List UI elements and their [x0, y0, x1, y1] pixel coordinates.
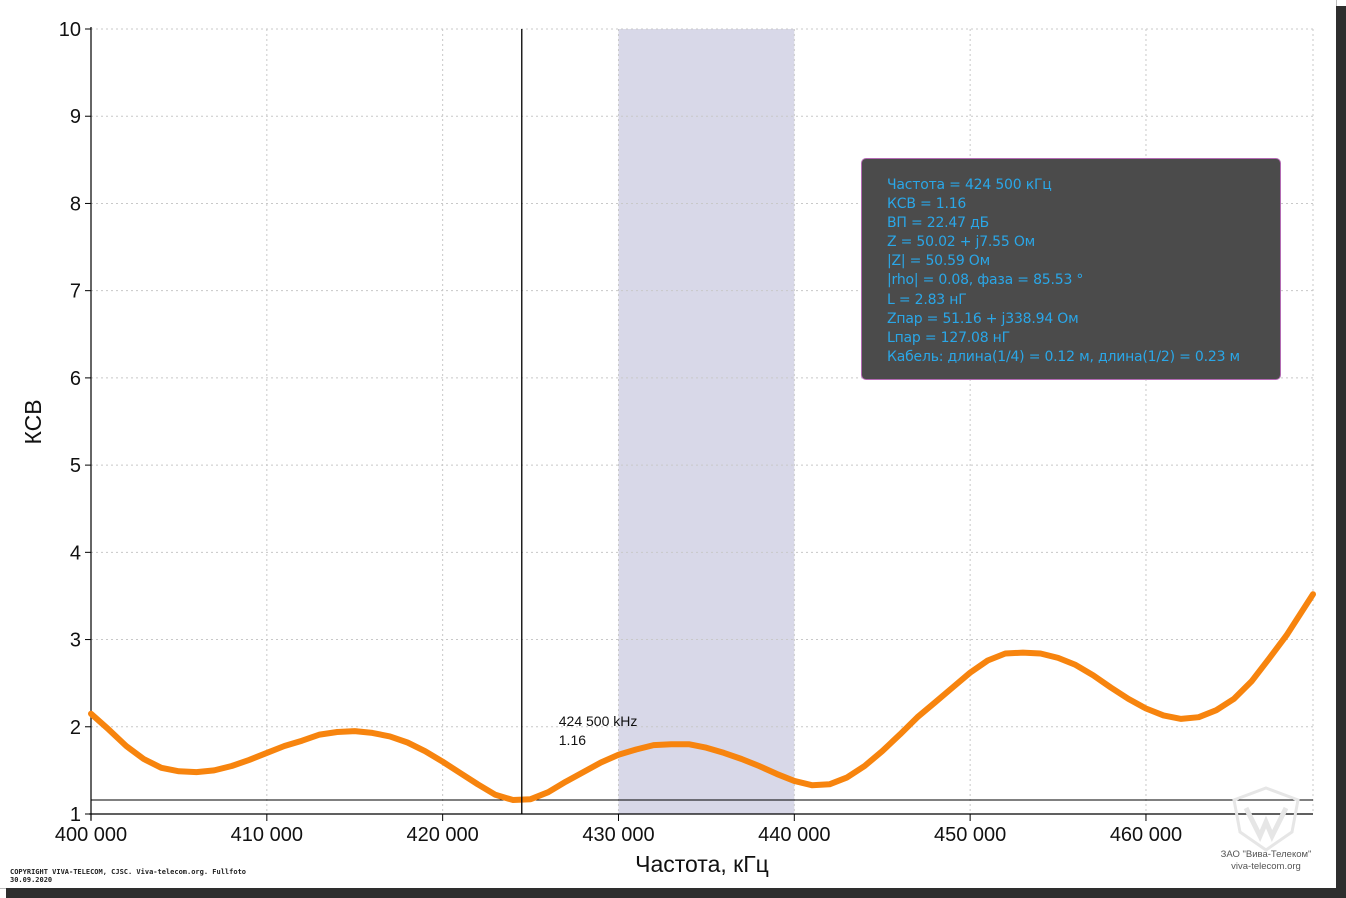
x-axis-title: Частота, кГц [635, 851, 769, 877]
y-tick-label: 1 [70, 804, 81, 826]
info-return-loss: ВП = 22.47 дБ [887, 215, 989, 232]
info-parallel-impedance: Zпар = 51.16 + j338.94 Ом [887, 310, 1079, 327]
copyright-notice: COPYRIGHT VIVA-TELECOM, CJSC. Viva-telec… [10, 868, 246, 884]
copyright-line-1: COPYRIGHT VIVA-TELECOM, CJSC. Viva-telec… [10, 868, 247, 876]
x-tick-label: 420 000 [407, 824, 479, 846]
x-tick-label: 410 000 [231, 824, 303, 846]
y-axis-title: КСВ [20, 399, 46, 444]
info-reflection: |rho| = 0.08, фаза = 85.53 ° [887, 272, 1084, 289]
y-tick-label: 3 [70, 630, 81, 652]
x-tick-label: 440 000 [758, 824, 830, 846]
info-parallel-inductance: Lпар = 127.08 нГ [887, 329, 1010, 346]
y-tick-label: 5 [70, 455, 81, 477]
y-tick-label: 8 [70, 193, 81, 215]
measurement-info-panel: Частота = 424 500 кГц КСВ = 1.16 ВП = 22… [861, 158, 1281, 380]
y-tick-label: 10 [59, 19, 81, 41]
y-tick-label: 7 [70, 281, 81, 303]
watermark-logo [1232, 786, 1300, 852]
page-shadow-bottom [6, 888, 1346, 898]
watermark-site: viva-telecom.org [1231, 861, 1301, 872]
x-tick-label: 460 000 [1110, 824, 1182, 846]
y-tick-label: 2 [70, 717, 81, 739]
y-tick-label: 9 [70, 106, 81, 128]
cursor-label-frequency: 424 500 kHz [559, 713, 638, 729]
info-impedance: Z = 50.02 + j7.55 Ом [887, 234, 1036, 251]
highlight-band [618, 29, 795, 814]
x-tick-label: 400 000 [55, 824, 127, 846]
x-tick-label: 450 000 [934, 824, 1006, 846]
info-swr: КСВ = 1.16 [887, 196, 967, 213]
info-cable-length: Кабель: длина(1/4) = 0.12 м, длина(1/2) … [887, 348, 1240, 365]
y-tick-label: 4 [70, 542, 81, 564]
info-impedance-magnitude: |Z| = 50.59 Ом [887, 253, 990, 270]
info-frequency: Частота = 424 500 кГц [887, 177, 1052, 193]
y-tick-label: 6 [70, 368, 81, 390]
info-inductance: L = 2.83 нГ [887, 291, 967, 308]
x-tick-label: 430 000 [582, 824, 654, 846]
swr-series-line [88, 591, 1316, 803]
page-shadow-right [1336, 6, 1346, 898]
watermark-text: ЗАО "Вива-Телеком" viva-telecom.org [1208, 849, 1324, 873]
cursor-label-value: 1.16 [559, 732, 586, 748]
watermark-company: ЗАО "Вива-Телеком" [1220, 849, 1312, 860]
copyright-line-2: 30.09.2020 [10, 876, 53, 884]
